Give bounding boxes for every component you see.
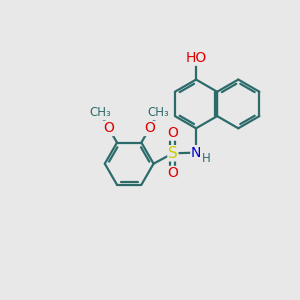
- Text: O: O: [103, 122, 114, 135]
- Text: N: N: [191, 146, 201, 160]
- Text: S: S: [168, 146, 178, 161]
- Text: CH₃: CH₃: [148, 106, 169, 119]
- Text: CH₃: CH₃: [89, 106, 111, 119]
- Text: H: H: [202, 152, 211, 165]
- Text: HO: HO: [185, 51, 207, 65]
- Text: O: O: [167, 126, 178, 140]
- Text: O: O: [167, 167, 178, 181]
- Text: O: O: [144, 122, 155, 135]
